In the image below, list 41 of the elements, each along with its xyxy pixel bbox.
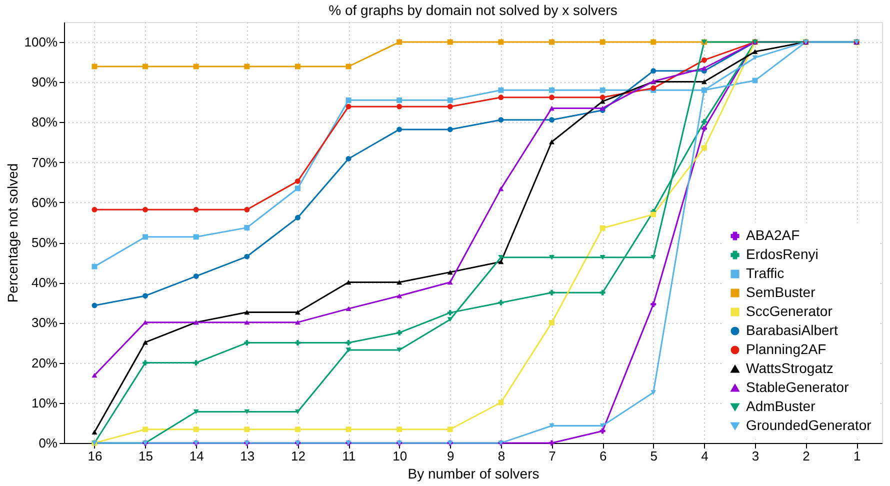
x-tick-label: 7 (548, 448, 556, 464)
x-tick-label: 16 (88, 448, 102, 464)
x-tick-label: 15 (138, 448, 154, 464)
x-tick-label: 12 (290, 448, 306, 464)
x-tick-label: 13 (240, 448, 255, 464)
y-tick-label: 20% (31, 355, 58, 370)
legend-label: StableGenerator (746, 379, 850, 395)
legend-label: Traffic (746, 265, 784, 281)
y-tick-label: 30% (31, 315, 58, 330)
legend-label: GroundedGenerator (746, 417, 872, 433)
legend-label: Planning2AF (746, 341, 826, 357)
y-tick-label: 60% (31, 194, 58, 210)
legend-label: WattsStrogatz (746, 360, 834, 376)
y-tick-label: 100% (24, 34, 58, 50)
x-tick-label: 2 (802, 448, 810, 464)
legend-label: ABA2AF (746, 227, 800, 243)
y-tick-label: 10% (31, 395, 58, 410)
x-tick-label: 8 (498, 448, 506, 464)
x-tick-label: 11 (342, 448, 356, 464)
x-tick-label: 14 (189, 448, 204, 464)
x-tick-label: 3 (752, 448, 760, 464)
legend-label: ErdosRenyi (746, 246, 818, 262)
x-tick-label: 6 (599, 448, 607, 464)
legend-label: SccGenerator (746, 303, 833, 319)
x-axis-title: By number of solvers (408, 466, 540, 482)
chart-title: % of graphs by domain not solved by x solvers (328, 2, 618, 18)
y-tick-label: 80% (31, 114, 58, 130)
legend-label: BarabasiAlbert (746, 322, 838, 338)
x-tick-label: 5 (650, 448, 658, 464)
legend-label: AdmBuster (746, 398, 816, 414)
y-tick-label: 70% (31, 154, 58, 170)
x-tick-label: 9 (447, 448, 454, 464)
x-tick-label: 4 (701, 448, 708, 464)
x-tick-label: 10 (392, 448, 408, 464)
y-tick-label: 50% (31, 235, 58, 250)
legend-label: SemBuster (746, 284, 816, 300)
x-tick-label: 1 (853, 448, 861, 464)
y-tick-label: 90% (31, 74, 58, 90)
y-tick-label: 0% (38, 436, 58, 450)
y-axis-title: Percentage not solved (4, 163, 20, 303)
y-tick-label: 40% (31, 275, 58, 290)
